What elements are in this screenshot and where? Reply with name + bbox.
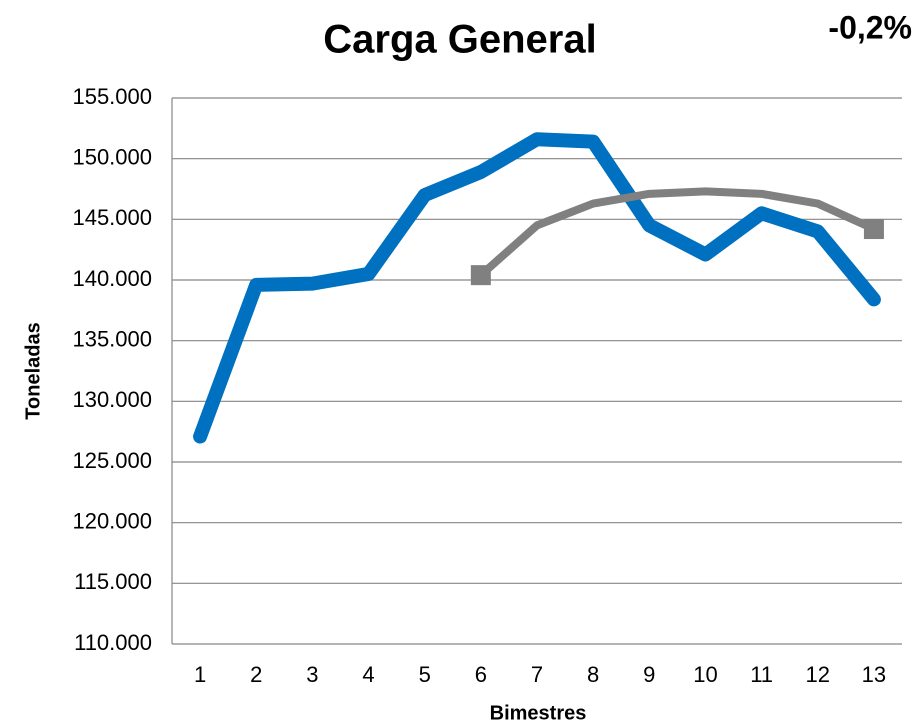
marker xyxy=(863,219,884,240)
x-tick-label: 5 xyxy=(419,662,431,687)
x-tick-label: 13 xyxy=(862,662,886,687)
x-tick-label: 4 xyxy=(362,662,374,687)
y-axis-label: Toneladas xyxy=(22,322,44,419)
y-tick-label: 150.000 xyxy=(72,144,152,169)
x-tick-label: 1 xyxy=(194,662,206,687)
x-tick-label: 9 xyxy=(643,662,655,687)
x-tick-label: 7 xyxy=(531,662,543,687)
line-series xyxy=(476,187,878,280)
y-tick-label: 155.000 xyxy=(72,84,152,109)
x-axis-label: Bimestres xyxy=(490,702,587,724)
annotation: -0,2% xyxy=(828,9,912,45)
y-tick-label: 145.000 xyxy=(72,205,152,230)
y-tick-label: 120.000 xyxy=(72,508,152,533)
y-tick-label: 125.000 xyxy=(72,448,152,473)
x-tick-label: 10 xyxy=(693,662,717,687)
y-tick-label: 130.000 xyxy=(72,387,152,412)
x-tick-label: 6 xyxy=(475,662,487,687)
y-tick-label: 115.000 xyxy=(74,569,152,594)
marker xyxy=(470,265,491,286)
x-tick-label: 8 xyxy=(587,662,599,687)
y-tick-label: 140.000 xyxy=(72,266,152,291)
x-tick-label: 11 xyxy=(750,662,773,687)
x-tick-label: 3 xyxy=(306,662,318,687)
line-series xyxy=(193,132,881,444)
x-tick-label: 2 xyxy=(250,662,262,687)
y-tick-label: 110.000 xyxy=(74,630,152,655)
x-tick-label: 12 xyxy=(806,662,830,687)
y-tick-label: 135.000 xyxy=(72,326,152,351)
chart-title: Carga General xyxy=(323,18,596,62)
